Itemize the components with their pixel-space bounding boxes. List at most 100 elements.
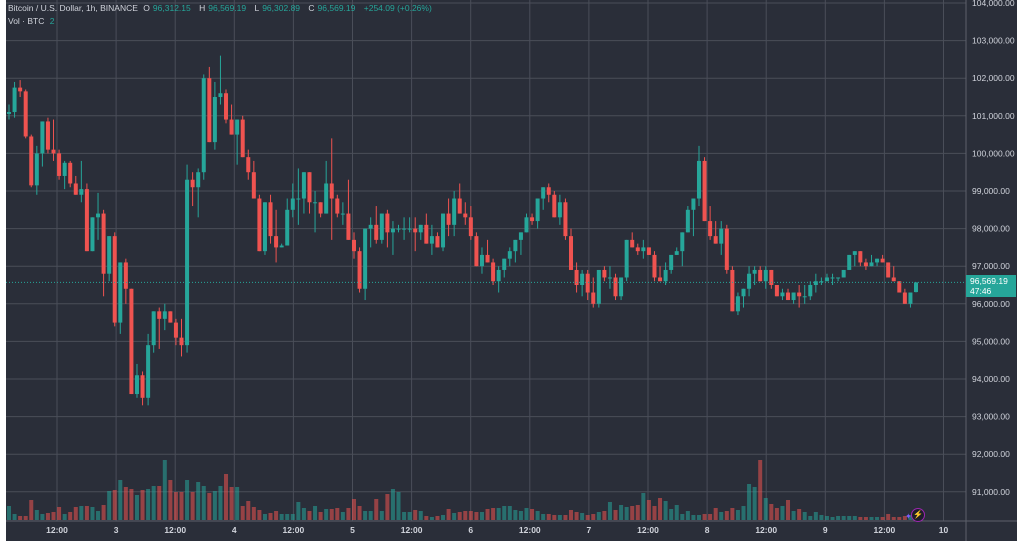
candle-body bbox=[752, 269, 757, 274]
candle-body bbox=[902, 292, 907, 304]
candle-body bbox=[57, 153, 62, 176]
candle-body bbox=[173, 322, 178, 338]
volume-bar bbox=[507, 506, 512, 520]
candle-body bbox=[468, 217, 473, 237]
candle-body bbox=[73, 183, 78, 195]
time-axis-label: 4 bbox=[232, 525, 237, 535]
volume-bar bbox=[479, 512, 484, 520]
volume-bar bbox=[541, 514, 546, 520]
time-axis-label: 3 bbox=[114, 525, 119, 535]
candle-body bbox=[808, 285, 813, 297]
lightning-icon[interactable]: ⚡ bbox=[911, 508, 925, 522]
volume-bar bbox=[696, 515, 701, 520]
candle-body bbox=[502, 258, 507, 270]
volume-bar bbox=[797, 509, 802, 520]
price-axis-label: 93,000.00 bbox=[972, 412, 1010, 422]
candle-body bbox=[836, 277, 841, 279]
candle-body bbox=[123, 262, 128, 289]
candle-body bbox=[396, 228, 401, 230]
time-axis-label: 12:00 bbox=[401, 525, 423, 535]
candle-body bbox=[318, 202, 323, 214]
time-axis-label: 9 bbox=[823, 525, 828, 535]
candle-body bbox=[429, 236, 434, 244]
candle-body bbox=[346, 213, 351, 240]
volume-bar bbox=[285, 514, 290, 520]
candle-body bbox=[596, 269, 601, 304]
candle-body bbox=[680, 232, 685, 252]
volume-bar bbox=[819, 515, 824, 520]
volume-bar bbox=[73, 507, 78, 520]
volume-bar bbox=[441, 515, 446, 520]
candle-body bbox=[157, 311, 162, 319]
candle-body bbox=[891, 277, 896, 282]
volume-bar bbox=[118, 480, 123, 520]
candle-body bbox=[769, 269, 774, 285]
candle-body bbox=[569, 236, 574, 270]
candle-body bbox=[658, 277, 663, 282]
candlestick-chart[interactable]: 104,000.00 103,000.00 102,000.00 101,000.00… bbox=[6, 0, 1017, 541]
candle-body bbox=[858, 251, 863, 263]
volume-bar bbox=[607, 502, 612, 520]
volume-bar bbox=[357, 506, 362, 520]
candle-body bbox=[696, 160, 701, 199]
candle-body bbox=[674, 251, 679, 255]
candle-body bbox=[619, 277, 624, 297]
candle-body bbox=[96, 213, 101, 218]
volume-bar bbox=[224, 474, 229, 520]
volume-bar bbox=[908, 515, 913, 520]
candle-body bbox=[463, 213, 468, 218]
candle-body bbox=[240, 119, 245, 158]
volume-bar bbox=[719, 512, 724, 520]
time-axis-label: 12:00 bbox=[46, 525, 68, 535]
candle-body bbox=[491, 262, 496, 282]
candle-body bbox=[652, 254, 657, 278]
candle-body bbox=[557, 202, 562, 218]
candle-body bbox=[196, 172, 201, 188]
candle-body bbox=[441, 213, 446, 248]
volume-bar bbox=[6, 506, 12, 520]
volume-bar bbox=[68, 512, 73, 520]
candle-body bbox=[797, 292, 802, 297]
volume-bar bbox=[290, 514, 295, 520]
volume-bar bbox=[324, 509, 329, 520]
time-axis-label: 12:00 bbox=[755, 525, 777, 535]
volume-bar bbox=[84, 506, 89, 520]
volume-bar bbox=[185, 480, 190, 520]
candle-body bbox=[791, 292, 796, 301]
volume-label[interactable]: Vol · BTC bbox=[8, 16, 45, 26]
volume-bar bbox=[791, 511, 796, 520]
volume-bar bbox=[813, 512, 818, 520]
candle-body bbox=[724, 228, 729, 270]
candle-body bbox=[90, 217, 95, 252]
volume-bar bbox=[824, 516, 829, 520]
candle-body bbox=[708, 221, 713, 237]
time-axis-label: 12:00 bbox=[519, 525, 541, 535]
volume-bar bbox=[34, 510, 39, 520]
volume-bar bbox=[207, 493, 212, 520]
candle-body bbox=[824, 277, 829, 282]
candle-body bbox=[607, 277, 612, 279]
volume-bar bbox=[301, 508, 306, 520]
volume-bar bbox=[602, 511, 607, 520]
volume-bar bbox=[730, 508, 735, 520]
volume-bar bbox=[140, 490, 145, 520]
candle-body bbox=[813, 281, 818, 285]
candle-body bbox=[541, 187, 546, 199]
candle-body bbox=[713, 236, 718, 244]
time-axis-label: 7 bbox=[587, 525, 592, 535]
candle-body bbox=[730, 269, 735, 312]
chart-frame[interactable]: 104,000.00 103,000.00 102,000.00 101,000.00… bbox=[6, 0, 1017, 541]
volume-bar bbox=[23, 516, 28, 520]
volume-bar bbox=[123, 487, 128, 520]
time-axis-label: 12:00 bbox=[637, 525, 659, 535]
price-axis-label: 91,000.00 bbox=[972, 487, 1010, 497]
candle-body bbox=[118, 262, 123, 323]
candle-body bbox=[112, 236, 117, 323]
price-axis-label: 94,000.00 bbox=[972, 374, 1010, 384]
symbol-title[interactable]: Bitcoin / U.S. Dollar, 1h, BINANCE bbox=[8, 3, 138, 13]
candle-body bbox=[802, 296, 807, 298]
candle-body bbox=[591, 292, 596, 304]
candle-body bbox=[585, 273, 590, 293]
volume-bar bbox=[724, 511, 729, 520]
volume-bar bbox=[45, 513, 50, 520]
